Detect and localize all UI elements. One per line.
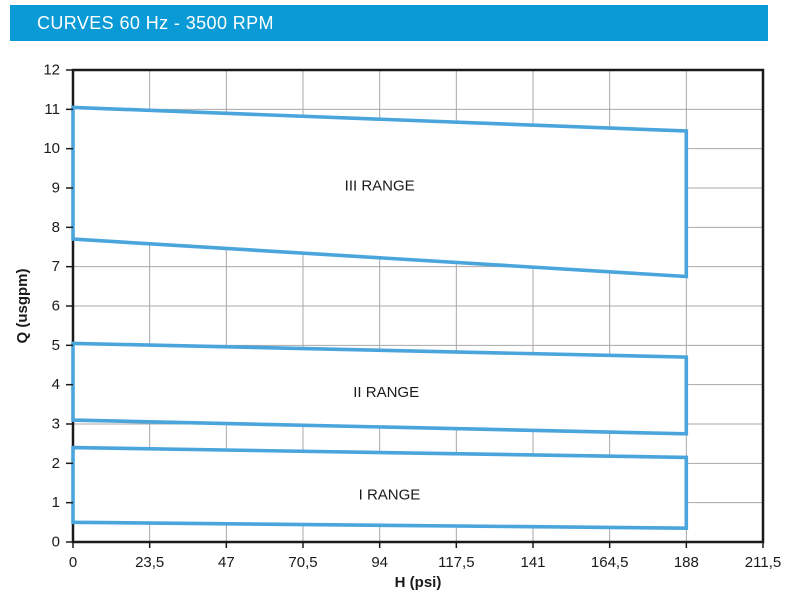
y-tick-label: 10 — [43, 140, 60, 157]
x-tick-label: 211,5 — [745, 554, 781, 571]
y-tick-label: 9 — [52, 180, 60, 197]
x-tick-label: 141 — [520, 554, 545, 571]
title-bar: CURVES 60 Hz - 3500 RPM — [10, 5, 768, 41]
range-band — [71, 105, 689, 279]
range-band — [71, 445, 689, 531]
y-tick-label: 4 — [52, 376, 60, 393]
x-tick-label: 188 — [674, 554, 699, 571]
range-band-label: II RANGE — [353, 384, 419, 401]
x-tick-label: 117,5 — [438, 554, 474, 571]
y-axis-title: Q (usgpm) — [14, 269, 31, 344]
x-tick-label: 47 — [218, 554, 235, 571]
x-tick-label: 23,5 — [135, 554, 164, 571]
y-tick-label: 7 — [52, 258, 60, 275]
y-tick-label: 5 — [52, 337, 60, 354]
range-band-label: I RANGE — [359, 486, 421, 503]
y-tick-label: 0 — [52, 534, 60, 551]
x-tick-label: 94 — [371, 554, 388, 571]
x-axis-title: H (psi) — [395, 574, 442, 591]
y-tick-label: 1 — [52, 494, 60, 511]
range-band — [71, 341, 689, 436]
y-tick-label: 3 — [52, 416, 60, 433]
chart-title: CURVES 60 Hz - 3500 RPM — [37, 12, 274, 33]
x-tick-label: 164,5 — [591, 554, 629, 571]
x-tick-label: 0 — [69, 554, 77, 571]
y-tick-label: 6 — [52, 298, 60, 315]
x-tick-label: 70,5 — [288, 554, 317, 571]
y-tick-label: 11 — [44, 101, 60, 118]
y-tick-label: 2 — [52, 455, 60, 472]
range-band-label: III RANGE — [345, 178, 415, 195]
y-tick-label: 12 — [43, 62, 60, 79]
y-tick-label: 8 — [52, 219, 60, 236]
